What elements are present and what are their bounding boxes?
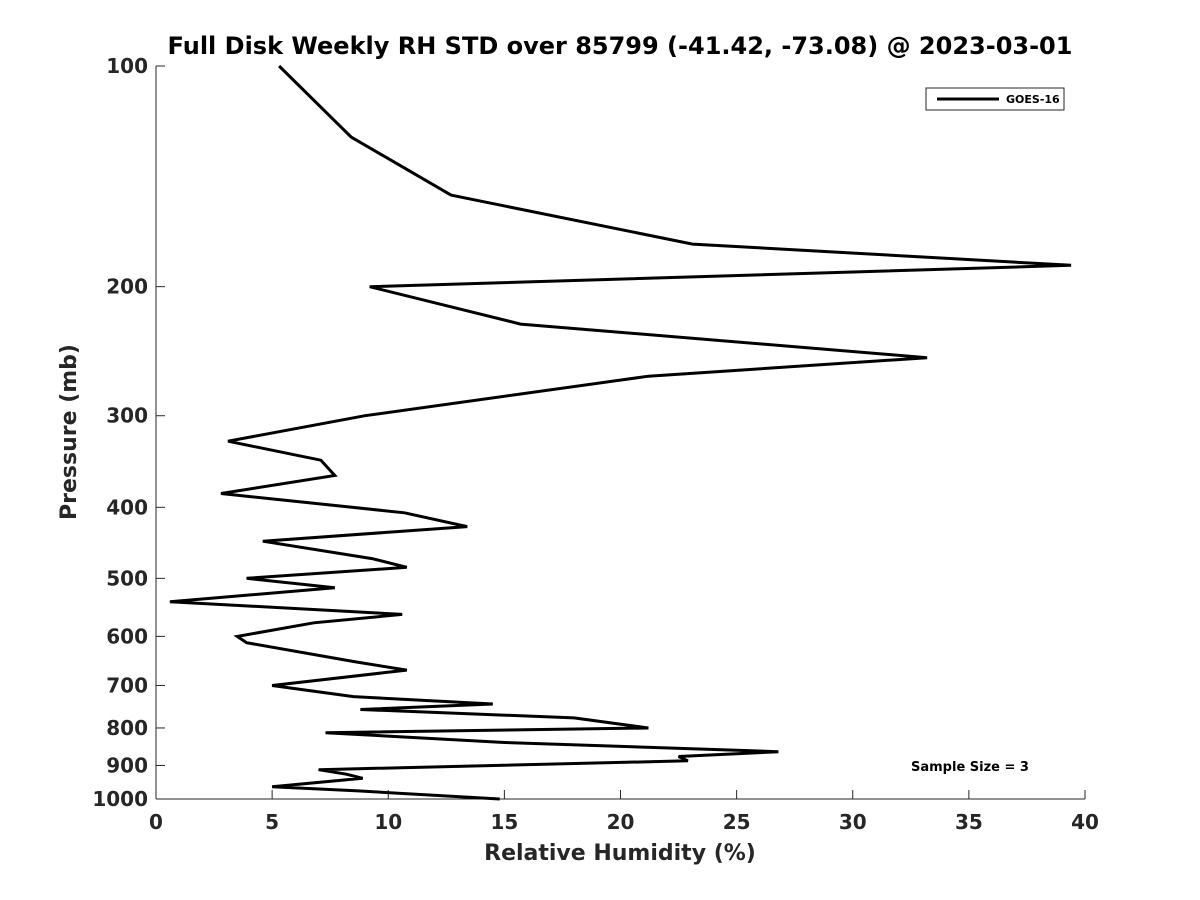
x-axis-label: Relative Humidity (%) (484, 841, 756, 866)
y-tick-label: 700 (106, 673, 148, 697)
x-tick-label: 0 (149, 810, 163, 834)
y-axis-label: Pressure (mb) (57, 344, 82, 520)
x-tick-label: 15 (490, 810, 518, 834)
y-tick-label: 600 (106, 624, 148, 648)
y-axis-ticks: 100 200 300 400 500 600 700 800 900 1000 (92, 54, 165, 811)
x-axis-ticks: 0 5 10 15 20 25 30 35 40 (149, 790, 1099, 834)
sample-size-annotation: Sample Size = 3 (911, 760, 1029, 775)
y-tick-label: 500 (106, 566, 148, 590)
x-tick-label: 10 (374, 810, 402, 834)
y-tick-label: 1000 (92, 787, 148, 811)
y-tick-label: 300 (106, 404, 148, 428)
x-tick-label: 20 (607, 810, 635, 834)
y-tick-label: 900 (106, 753, 148, 777)
y-tick-label: 100 (106, 54, 148, 78)
x-tick-label: 5 (265, 810, 279, 834)
y-tick-label: 400 (106, 495, 148, 519)
chart-title: Full Disk Weekly RH STD over 85799 (-41.… (168, 32, 1073, 60)
y-tick-label: 200 (106, 275, 148, 299)
x-tick-label: 40 (1071, 810, 1099, 834)
y-tick-label: 800 (106, 716, 148, 740)
x-tick-label: 25 (723, 810, 751, 834)
x-tick-label: 30 (839, 810, 867, 834)
legend-label-goes16: GOES-16 (1006, 93, 1060, 106)
legend: GOES-16 (925, 87, 1065, 111)
x-tick-label: 35 (955, 810, 983, 834)
series-line-goes16 (169, 64, 1072, 801)
